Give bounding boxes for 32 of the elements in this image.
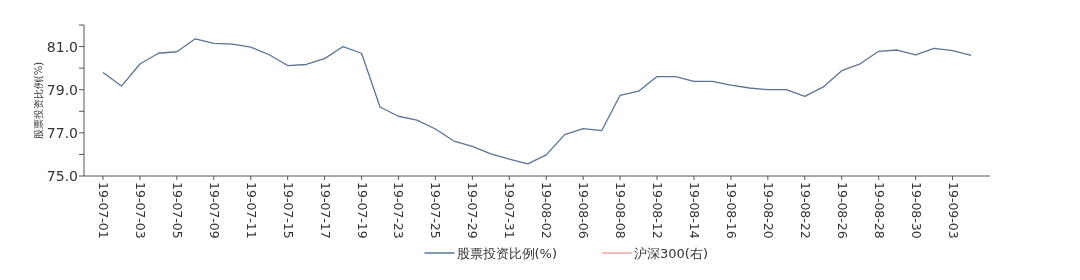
x-tick-label: 19-08-28	[871, 182, 887, 239]
line-series	[102, 38, 972, 165]
x-tick-label: 19-08-14	[686, 182, 702, 239]
x-tick-label: 19-08-12	[650, 182, 666, 239]
y-tick-label: 79.0	[46, 81, 78, 98]
x-tick-label: 19-08-30	[908, 182, 924, 239]
x-tick-label: 19-07-01	[96, 182, 111, 239]
x-tick-label: 19-07-17	[317, 182, 333, 239]
x-tick-label: 19-07-03	[132, 182, 148, 239]
x-tick-label: 19-07-11	[243, 182, 259, 239]
y-tick-label: 81.0	[46, 38, 78, 55]
x-tick-label: 19-09-03	[945, 182, 961, 239]
x-tick-label: 19-08-22	[797, 182, 813, 239]
x-tick-label: 19-07-19	[354, 182, 370, 239]
legend-label: 股票投资比例(%)	[456, 246, 557, 261]
x-tick-label: 19-07-31	[502, 182, 518, 239]
x-tick-label: 19-07-23	[391, 182, 407, 239]
x-tick-label: 19-07-25	[428, 182, 444, 239]
x-tick-label: 19-08-20	[760, 182, 776, 239]
legend-label: 沪深300(右)	[634, 246, 708, 261]
x-tick-label: 19-07-09	[206, 182, 222, 239]
x-tick-label: 19-08-26	[834, 182, 850, 239]
y-tick-label: 75.0	[46, 168, 78, 184]
x-tick-label: 19-07-29	[465, 182, 481, 239]
x-tick-label: 19-08-02	[539, 182, 555, 239]
y-axis-title: 股票投资比例(%)	[33, 61, 44, 140]
x-tick-label: 19-07-05	[169, 182, 185, 239]
x-tick-label: 19-08-06	[576, 182, 592, 239]
x-tick-label: 19-08-16	[723, 182, 739, 239]
x-tick-label: 19-08-08	[613, 182, 629, 239]
x-tick-label: 19-07-15	[280, 182, 296, 239]
y-tick-label: 77.0	[46, 124, 78, 141]
